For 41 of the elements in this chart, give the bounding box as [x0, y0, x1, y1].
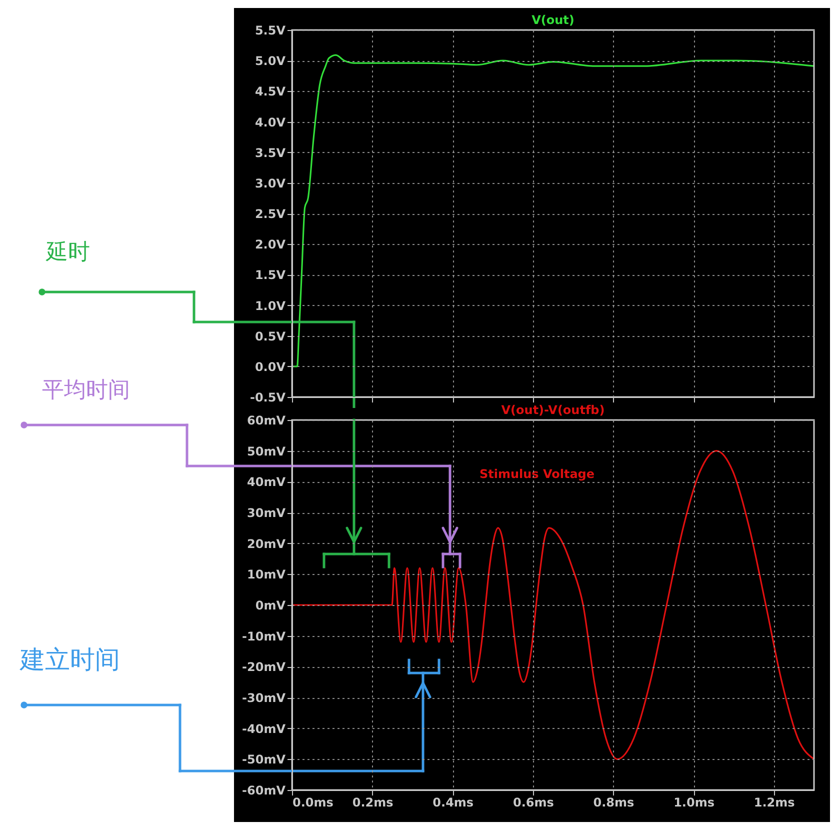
y-tick-label: 2.5V [254, 207, 286, 221]
y-tick-label: 2.0V [254, 238, 286, 252]
y-tick-label: 3.0V [254, 176, 286, 190]
x-tick-label: 1.2ms [754, 796, 795, 810]
y-tick-label: 40mV [247, 475, 286, 490]
line-series [291, 450, 815, 760]
y-tick-label: -30mV [242, 691, 286, 705]
y-tick-label: 30mV [247, 506, 286, 520]
y-tick-label: 10mV [247, 568, 286, 582]
y-tick-label: 4.0V [254, 115, 286, 130]
y-tick-label: 3.5V [254, 146, 286, 160]
y-tick-label: -60mV [242, 784, 286, 798]
y-tick-label: -50mV [242, 752, 286, 767]
text: 建立时间 [19, 645, 120, 674]
y-tick-label: 20mV [247, 536, 286, 551]
y-tick-label: 5.0V [254, 54, 286, 68]
y-tick-label: 4.5V [254, 84, 286, 99]
y-tick-label: -40mV [242, 722, 286, 736]
text: 延时 [45, 240, 90, 265]
line-series [291, 54, 815, 368]
annotation: Stimulus Voltage [479, 467, 595, 481]
y-tick-label: -10mV [242, 629, 286, 644]
x-tick-label: 1.0ms [674, 796, 714, 810]
text: 平均时间 [42, 378, 130, 403]
y-tick-label: 0mV [255, 598, 286, 612]
y-tick-label: 1.5V [254, 268, 286, 282]
y-tick-label: 5.5V [254, 24, 286, 38]
chart-title: V(out)-V(outfb) [501, 403, 605, 417]
y-tick-label: -0.5V [250, 390, 286, 404]
chart-title: V(out) [532, 13, 574, 27]
x-tick-label: 0.2ms [352, 796, 394, 810]
x-tick-label: 0.0ms [292, 796, 334, 810]
y-tick-label: 0.5V [254, 329, 286, 344]
y-tick-label: 60mV [247, 414, 286, 428]
y-tick-label: 0.0V [254, 360, 286, 374]
x-tick-label: 0.8ms [593, 796, 634, 810]
y-tick-label: 50mV [247, 444, 286, 458]
y-tick-label: -20mV [242, 660, 286, 674]
x-tick-label: 0.6ms [512, 796, 554, 810]
y-tick-label: 1.0V [254, 298, 286, 313]
x-tick-label: 0.4ms [432, 796, 474, 810]
